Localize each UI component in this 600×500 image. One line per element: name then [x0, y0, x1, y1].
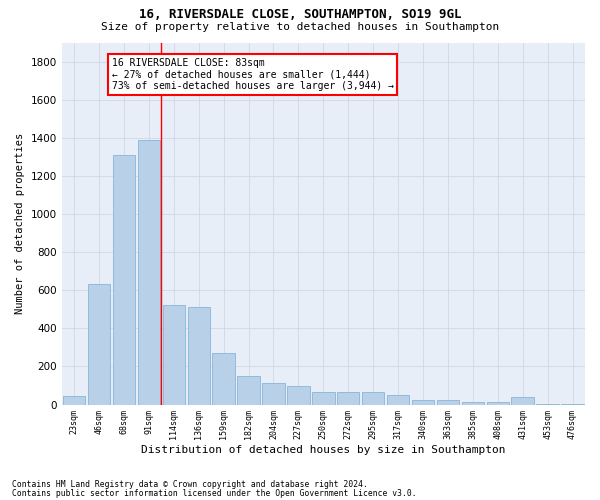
Bar: [287, 386, 310, 404]
Bar: [511, 397, 534, 404]
Bar: [188, 308, 210, 404]
Bar: [238, 376, 260, 404]
Bar: [387, 395, 409, 404]
Text: 16, RIVERSDALE CLOSE, SOUTHAMPTON, SO19 9GL: 16, RIVERSDALE CLOSE, SOUTHAMPTON, SO19 …: [139, 8, 461, 20]
Bar: [312, 392, 335, 404]
Text: Size of property relative to detached houses in Southampton: Size of property relative to detached ho…: [101, 22, 499, 32]
Bar: [262, 382, 285, 404]
Bar: [437, 400, 459, 404]
Bar: [487, 402, 509, 404]
Bar: [337, 392, 359, 404]
Bar: [461, 402, 484, 404]
Bar: [412, 400, 434, 404]
Bar: [113, 155, 135, 404]
Text: Contains public sector information licensed under the Open Government Licence v3: Contains public sector information licen…: [12, 489, 416, 498]
Y-axis label: Number of detached properties: Number of detached properties: [15, 133, 25, 314]
Text: Contains HM Land Registry data © Crown copyright and database right 2024.: Contains HM Land Registry data © Crown c…: [12, 480, 368, 489]
Bar: [137, 140, 160, 404]
Bar: [362, 392, 385, 404]
Bar: [163, 306, 185, 404]
X-axis label: Distribution of detached houses by size in Southampton: Distribution of detached houses by size …: [141, 445, 506, 455]
Bar: [88, 284, 110, 405]
Bar: [63, 396, 85, 404]
Bar: [212, 353, 235, 405]
Text: 16 RIVERSDALE CLOSE: 83sqm
← 27% of detached houses are smaller (1,444)
73% of s: 16 RIVERSDALE CLOSE: 83sqm ← 27% of deta…: [112, 58, 394, 91]
